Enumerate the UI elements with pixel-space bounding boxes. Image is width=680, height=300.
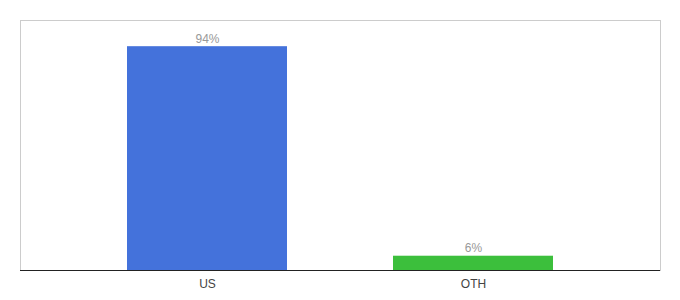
svg-text:US: US	[199, 277, 216, 291]
svg-text:6%: 6%	[465, 241, 483, 255]
svg-text:OTH: OTH	[461, 277, 486, 291]
svg-text:94%: 94%	[195, 32, 219, 46]
